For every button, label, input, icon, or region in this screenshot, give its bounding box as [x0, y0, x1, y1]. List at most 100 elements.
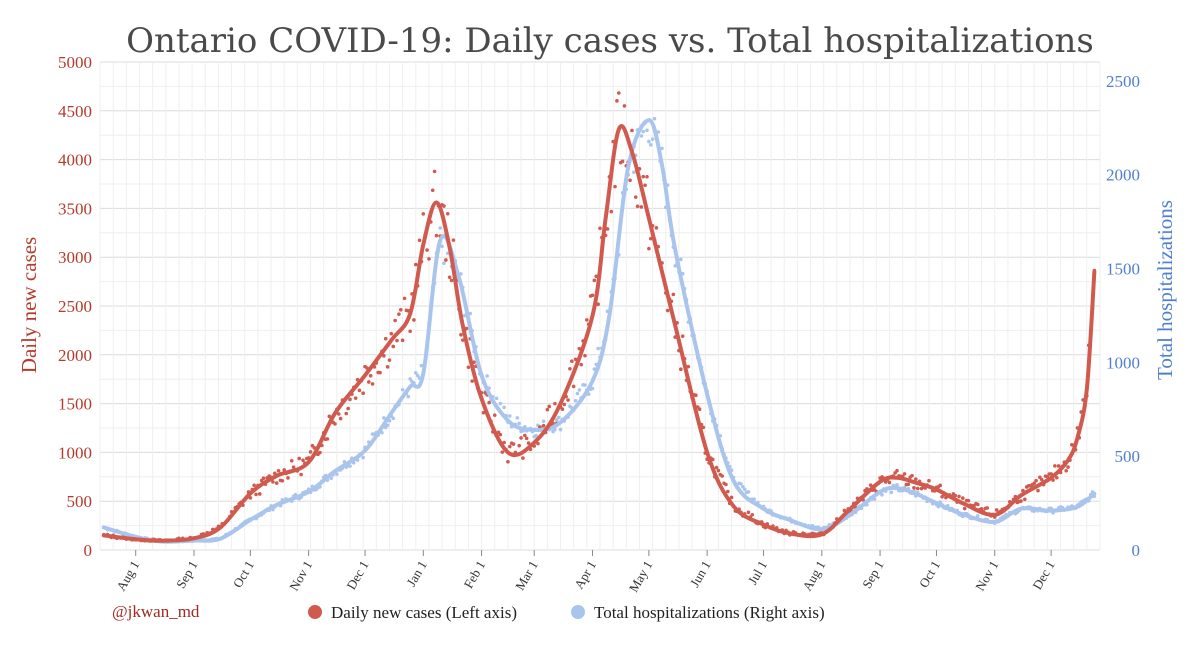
y-right-tick-label: 2500	[1106, 72, 1140, 91]
case-data-point	[609, 209, 614, 214]
case-data-point	[271, 480, 275, 484]
case-data-point	[665, 308, 670, 313]
y-left-tick-label: 1500	[58, 395, 92, 414]
hosp-data-point	[641, 129, 646, 134]
case-data-point	[1064, 468, 1068, 473]
case-data-point	[252, 483, 256, 488]
right-axis-ticks: 0 500 1000 1500 2000 2500	[1106, 72, 1140, 560]
y-left-tick-label: 5000	[58, 53, 92, 72]
gridlines	[99, 61, 1101, 551]
y-left-tick-label: 3500	[58, 199, 92, 218]
case-data-point	[679, 367, 683, 372]
hosp-data-point	[741, 485, 745, 489]
hosp-data-point	[648, 143, 653, 147]
case-data-point	[325, 437, 330, 441]
case-data-point	[1039, 477, 1044, 482]
case-data-point	[1054, 475, 1059, 480]
case-data-point	[507, 444, 512, 449]
hosp-data-point	[650, 137, 655, 141]
x-tick-label: Jan 1	[403, 558, 430, 589]
hosp-data-point	[385, 423, 390, 427]
case-data-point	[338, 416, 343, 421]
hosp-data-point	[895, 483, 899, 487]
x-tick-label: Aug 1	[799, 558, 828, 593]
y-left-tick-label: 500	[67, 492, 93, 511]
case-data-point	[421, 212, 426, 216]
case-data-point	[553, 401, 557, 406]
case-data-point	[583, 353, 587, 358]
case-data-point	[641, 174, 646, 179]
hosp-data-point	[406, 394, 411, 399]
case-data-point	[1036, 488, 1040, 493]
case-data-point	[630, 128, 634, 133]
hosp-data-point	[573, 398, 578, 403]
hosp-data-point	[554, 418, 559, 422]
y-right-tick-label: 2000	[1106, 166, 1140, 185]
case-data-point	[333, 422, 337, 426]
case-data-point	[966, 498, 971, 503]
case-data-point	[257, 492, 262, 496]
hosp-data-point	[647, 139, 651, 144]
case-data-point	[397, 312, 401, 316]
case-data-point	[254, 492, 258, 497]
case-data-point	[639, 205, 644, 209]
hosp-data-point	[541, 419, 546, 424]
hosp-data-point	[639, 134, 644, 138]
case-data-point	[434, 233, 439, 238]
case-data-point	[487, 400, 491, 405]
case-data-point	[562, 402, 567, 407]
legend-cases-marker	[308, 605, 322, 619]
hosp-data-point	[632, 170, 636, 174]
case-data-point	[318, 450, 322, 455]
hosp-data-point	[652, 116, 657, 121]
hosp-data-point	[408, 377, 412, 381]
case-data-point	[391, 344, 396, 349]
case-data-point	[953, 493, 958, 498]
hosp-data-point	[391, 416, 396, 421]
case-data-point	[579, 362, 584, 367]
case-data-point	[425, 248, 429, 252]
case-data-point	[547, 404, 552, 409]
case-data-point	[1032, 481, 1037, 486]
hosp-data-point	[498, 401, 503, 406]
legend-hosp-label: Total hospitalizations (Right axis)	[594, 603, 825, 622]
hosp-data-point	[596, 346, 600, 351]
case-data-point	[500, 450, 505, 454]
case-data-point	[1053, 464, 1057, 468]
x-axis-ticks: Aug 1 Sep 1 Oct 1 Nov 1 Dec 1 Jan 1 Feb 1 Mar 1…	[113, 550, 1058, 595]
case-data-point	[261, 476, 266, 480]
case-data-point	[645, 175, 649, 179]
hosp-data-point	[517, 421, 521, 426]
hosp-data-point	[558, 427, 563, 432]
case-data-point	[348, 397, 352, 402]
case-data-point	[598, 226, 602, 231]
hosp-data-point	[673, 264, 677, 268]
hosp-data-point	[502, 405, 506, 410]
x-tick-label: Nov 1	[286, 558, 315, 593]
case-data-point	[412, 318, 416, 322]
case-data-point	[417, 238, 422, 243]
case-data-point	[432, 169, 437, 174]
hosp-data-point	[880, 492, 884, 497]
case-data-point	[1023, 497, 1027, 502]
case-data-point	[327, 414, 332, 419]
case-data-point	[286, 476, 290, 480]
case-data-point	[378, 370, 382, 375]
hosp-data-point	[746, 490, 751, 494]
chart-title: Ontario COVID-19: Daily cases vs. Total …	[126, 21, 1094, 61]
x-tick-label: Sep 1	[173, 558, 201, 591]
hosp-data-point	[440, 244, 444, 249]
case-data-point	[511, 442, 516, 446]
hospitalization-line	[101, 118, 1097, 544]
case-data-point	[289, 458, 294, 463]
hosp-data-point	[382, 416, 386, 420]
hosp-data-point	[415, 373, 420, 378]
hosp-data-point	[438, 226, 443, 230]
case-data-point	[628, 178, 632, 183]
credit-label: @jkwan_md	[112, 602, 200, 621]
case-data-point	[451, 238, 456, 242]
hosp-data-point	[739, 482, 743, 486]
case-data-point	[517, 443, 521, 448]
y-axis-left-label: Daily new cases	[17, 237, 41, 373]
x-tick-label: Mar 1	[512, 558, 541, 593]
